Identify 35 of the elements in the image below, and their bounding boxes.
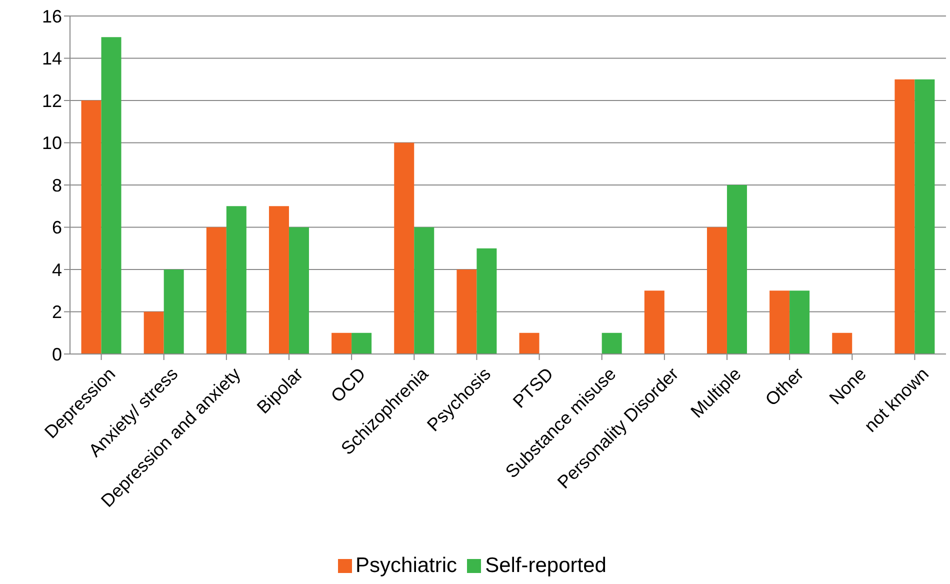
y-tick-label: 12 xyxy=(42,90,62,111)
bar xyxy=(476,248,497,354)
bar xyxy=(790,290,810,354)
legend-label: Psychiatric xyxy=(356,554,458,577)
bar xyxy=(394,142,414,354)
y-tick-label: 4 xyxy=(52,260,62,280)
bar xyxy=(644,290,664,354)
bar xyxy=(914,79,935,354)
bar xyxy=(268,206,289,354)
bar xyxy=(81,100,102,354)
bar xyxy=(602,332,622,354)
y-tick-label: 8 xyxy=(52,175,62,196)
bar xyxy=(456,270,477,354)
y-tick-label: 16 xyxy=(42,6,62,26)
bar xyxy=(352,332,372,354)
y-tick-label: 6 xyxy=(52,218,62,238)
bar xyxy=(894,79,915,354)
bar xyxy=(832,332,852,354)
bar xyxy=(726,185,747,354)
y-tick-label: 0 xyxy=(52,344,62,364)
bar xyxy=(206,227,226,354)
bar xyxy=(414,227,434,354)
bar xyxy=(101,37,122,354)
y-tick-label: 2 xyxy=(52,302,62,322)
bar xyxy=(226,206,246,354)
bar xyxy=(332,332,352,354)
bar xyxy=(519,332,540,354)
bar xyxy=(770,290,790,354)
bar xyxy=(288,227,309,354)
legend-label: Self-reported xyxy=(485,554,606,577)
bar xyxy=(164,270,184,354)
bar xyxy=(706,227,727,354)
y-tick-label: 14 xyxy=(42,48,62,69)
y-tick-label: 10 xyxy=(42,133,62,154)
bar xyxy=(144,312,164,354)
